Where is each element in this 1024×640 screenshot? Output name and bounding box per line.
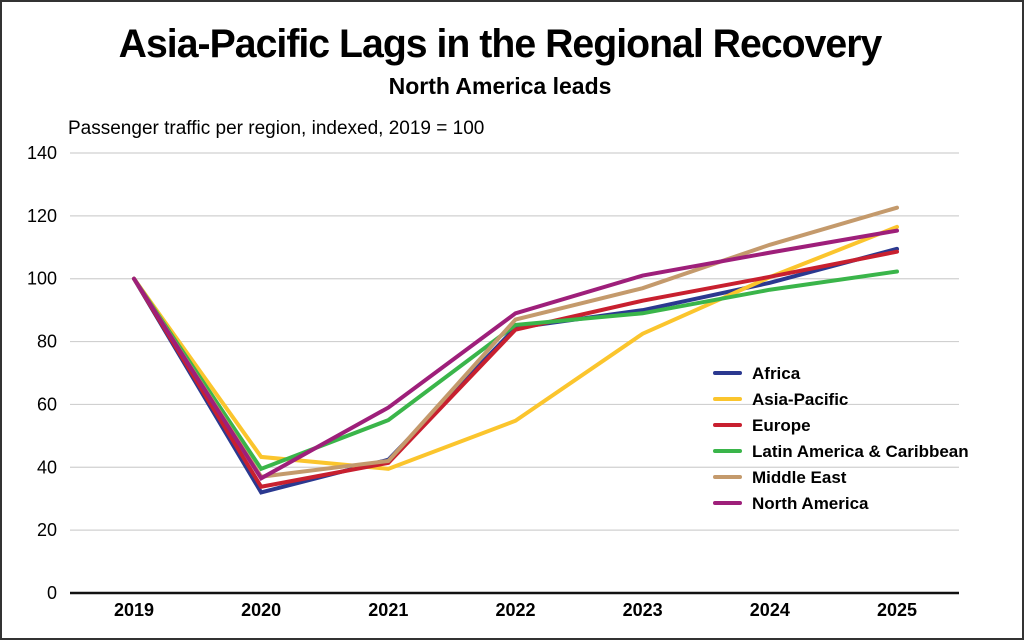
series-line-north-america <box>132 228 899 481</box>
legend-label: Asia-Pacific <box>752 390 848 409</box>
legend-label: North America <box>752 494 869 513</box>
y-tick-label: 40 <box>37 457 57 477</box>
x-tick-label: 2022 <box>495 600 535 620</box>
legend-label: Europe <box>752 416 811 435</box>
y-tick-label: 60 <box>37 394 57 414</box>
y-tick-label: 140 <box>27 143 57 163</box>
x-tick-labels: 2019 2020 2021 2022 2023 2024 2025 <box>114 600 917 620</box>
x-tick-label: 2024 <box>750 600 790 620</box>
x-tick-label: 2019 <box>114 600 154 620</box>
y-tick-label: 0 <box>47 583 57 603</box>
gridlines <box>70 152 959 595</box>
x-tick-label: 2025 <box>877 600 917 620</box>
x-tick-label: 2020 <box>241 600 281 620</box>
y-tick-label: 100 <box>27 269 57 289</box>
legend-label: Africa <box>752 364 801 383</box>
series-lines <box>132 205 899 495</box>
x-tick-label: 2023 <box>623 600 663 620</box>
series-line-latin-america-caribbean <box>132 269 899 472</box>
x-tick-label: 2021 <box>368 600 408 620</box>
y-tick-label: 80 <box>37 332 57 352</box>
y-tick-labels: 0 20 40 60 80 100 120 140 <box>27 143 57 603</box>
y-tick-label: 120 <box>27 206 57 226</box>
legend-label: Latin America & Caribbean <box>752 442 969 461</box>
series-line-europe <box>132 249 899 489</box>
y-axis-label: Passenger traffic per region, indexed, 2… <box>68 118 485 139</box>
y-tick-label: 20 <box>37 520 57 540</box>
legend-label: Middle East <box>752 468 847 487</box>
chart-subtitle: North America leads <box>388 73 612 99</box>
legend: Africa Asia-Pacific Europe Latin America & … <box>713 364 969 513</box>
chart-title: Asia-Pacific Lags in the Regional Recove… <box>118 22 883 66</box>
